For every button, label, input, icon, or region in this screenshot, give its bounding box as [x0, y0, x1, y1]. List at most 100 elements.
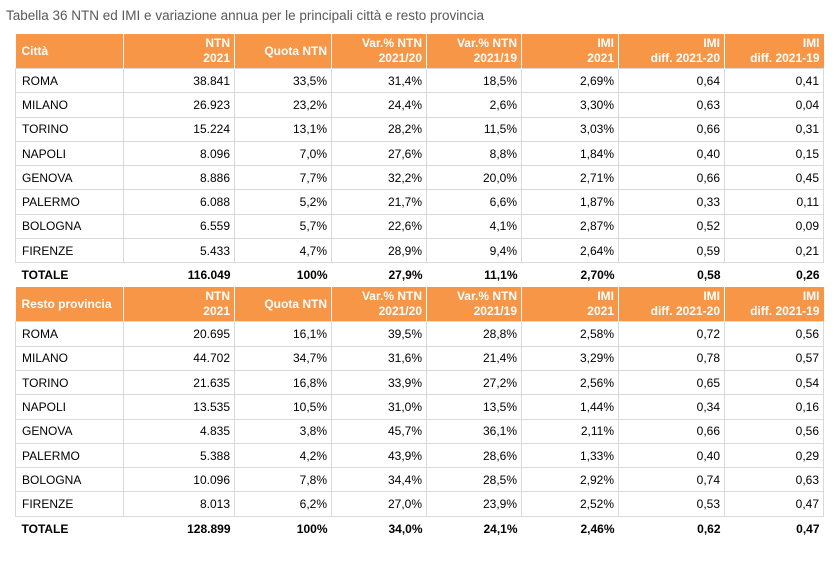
value-cell: 0,66: [618, 117, 725, 142]
total-row: TOTALE 128.899 100% 34,0% 24,1% 2,46% 0,62 0,47: [15, 515, 824, 541]
header-cell: Var.% NTN 2021/19: [426, 34, 522, 69]
value-cell: 8.096: [123, 141, 235, 167]
value-cell: 16,8%: [234, 370, 332, 396]
value-cell: 9,4%: [426, 238, 522, 264]
city-cell: GENOVA: [15, 419, 124, 444]
city-cell: FIRENZE: [15, 491, 124, 517]
value-cell: 0,53: [618, 491, 725, 517]
city-cell: GENOVA: [15, 165, 124, 191]
value-cell: 31,6%: [331, 346, 427, 371]
value-cell: 0,33: [618, 189, 725, 215]
value-cell: 0,63: [618, 92, 725, 118]
value-cell: 1,33%: [521, 443, 619, 469]
value-cell: 7,7%: [234, 165, 332, 191]
value-cell: 2,64%: [521, 238, 619, 264]
value-cell: 0,56: [724, 321, 824, 347]
table-row: PALERMO 6.088 5,2% 21,7% 6,6% 1,87% 0,33 0,11: [15, 189, 824, 215]
total-value-cell: 11,1%: [426, 262, 522, 288]
value-cell: 21,7%: [331, 189, 427, 215]
value-cell: 5,2%: [234, 189, 332, 215]
total-value-cell: 0,58: [618, 262, 725, 288]
value-cell: 0,11: [724, 189, 824, 215]
value-cell: 5,7%: [234, 214, 332, 240]
value-cell: 18,5%: [426, 67, 522, 94]
value-cell: 3,03%: [521, 117, 619, 142]
value-cell: 6.559: [123, 214, 235, 240]
table-row: NAPOLI 8.096 7,0% 27,6% 8,8% 1,84% 0,40 0,15: [15, 141, 824, 167]
value-cell: 0,52: [618, 214, 725, 240]
total-row: TOTALE 116.049 100% 27,9% 11,1% 2,70% 0,58 0,26: [15, 262, 824, 288]
city-cell: TORINO: [15, 370, 124, 396]
value-cell: 2,52%: [521, 491, 619, 517]
value-cell: 6.088: [123, 189, 235, 215]
total-value-cell: 2,70%: [521, 262, 619, 288]
value-cell: 0,74: [618, 467, 725, 493]
total-label: TOTALE: [15, 515, 124, 541]
value-cell: 13,1%: [234, 117, 332, 142]
total-value-cell: 0,47: [724, 515, 824, 541]
value-cell: 3,29%: [521, 346, 619, 371]
table-row: MILANO 44.702 34,7% 31,6% 21,4% 3,29% 0,78 0,57: [15, 346, 824, 371]
value-cell: 27,0%: [331, 491, 427, 517]
table-row: GENOVA 8.886 7,7% 32,2% 20,0% 2,71% 0,66 0,45: [15, 165, 824, 191]
value-cell: 0,15: [724, 141, 824, 167]
value-cell: 5.433: [123, 238, 235, 264]
value-cell: 23,2%: [234, 92, 332, 118]
section-header-row: Resto provincia NTN 2021 Quota NTN Var.% NTN…: [15, 287, 824, 322]
value-cell: 2,11%: [521, 419, 619, 444]
city-cell: MILANO: [15, 92, 124, 118]
value-cell: 1,87%: [521, 189, 619, 215]
ntn-imi-table: Città NTN 2021 Quota NTN Var.% NTN 2021/20 Var…: [15, 34, 824, 541]
value-cell: 13.535: [123, 394, 235, 420]
table-row: TORINO 15.224 13,1% 28,2% 11,5% 3,03% 0,66 0,31: [15, 117, 824, 142]
total-value-cell: 27,9%: [331, 262, 427, 288]
value-cell: 0,63: [724, 467, 824, 493]
table-row: ROMA 38.841 33,5% 31,4% 18,5% 2,69% 0,64 0,41: [15, 67, 824, 94]
value-cell: 2,87%: [521, 214, 619, 240]
value-cell: 10,5%: [234, 394, 332, 420]
table-row: MILANO 26.923 23,2% 24,4% 2,6% 3,30% 0,63 0,04: [15, 92, 824, 118]
value-cell: 4.835: [123, 419, 235, 444]
value-cell: 4,1%: [426, 214, 522, 240]
table-row: FIRENZE 8.013 6,2% 27,0% 23,9% 2,52% 0,53 0,47: [15, 491, 824, 517]
value-cell: 2,56%: [521, 370, 619, 396]
city-cell: ROMA: [15, 321, 124, 347]
city-cell: BOLOGNA: [15, 467, 124, 493]
value-cell: 27,6%: [331, 141, 427, 167]
header-cell: IMI diff. 2021-20: [618, 34, 725, 69]
value-cell: 0,04: [724, 92, 824, 118]
value-cell: 8,8%: [426, 141, 522, 167]
header-cell: IMI diff. 2021-19: [724, 287, 824, 322]
value-cell: 31,0%: [331, 394, 427, 420]
value-cell: 4,7%: [234, 238, 332, 264]
value-cell: 26.923: [123, 92, 235, 118]
total-value-cell: 2,46%: [521, 515, 619, 541]
header-cell: IMI 2021: [521, 34, 619, 69]
value-cell: 0,54: [724, 370, 824, 396]
value-cell: 0,31: [724, 117, 824, 142]
value-cell: 0,64: [618, 67, 725, 94]
city-cell: FIRENZE: [15, 238, 124, 264]
header-section-label: Resto provincia: [15, 287, 124, 322]
value-cell: 0,59: [618, 238, 725, 264]
value-cell: 22,6%: [331, 214, 427, 240]
value-cell: 33,5%: [234, 67, 332, 94]
total-value-cell: 116.049: [123, 262, 235, 288]
value-cell: 1,84%: [521, 141, 619, 167]
value-cell: 6,2%: [234, 491, 332, 517]
value-cell: 34,4%: [331, 467, 427, 493]
value-cell: 11,5%: [426, 117, 522, 142]
total-value-cell: 100%: [234, 262, 332, 288]
value-cell: 2,92%: [521, 467, 619, 493]
total-label: TOTALE: [15, 262, 124, 288]
total-value-cell: 0,62: [618, 515, 725, 541]
table-row: PALERMO 5.388 4,2% 43,9% 28,6% 1,33% 0,40 0,29: [15, 443, 824, 469]
header-section-label: Città: [15, 34, 124, 69]
value-cell: 2,69%: [521, 67, 619, 94]
total-value-cell: 34,0%: [331, 515, 427, 541]
header-cell: Var.% NTN 2021/20: [331, 34, 427, 69]
value-cell: 0,34: [618, 394, 725, 420]
header-cell: Var.% NTN 2021/20: [331, 287, 427, 322]
value-cell: 39,5%: [331, 321, 427, 347]
table-row: BOLOGNA 10.096 7,8% 34,4% 28,5% 2,92% 0,74 0,63: [15, 467, 824, 493]
